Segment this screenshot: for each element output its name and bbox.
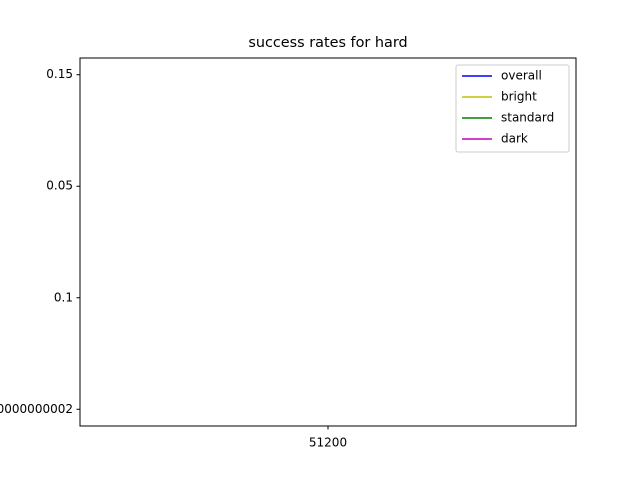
y-tick-label: 0.15	[46, 67, 73, 81]
x-tick-label: 51200	[309, 436, 347, 450]
y-tick-label: 0.05	[46, 179, 73, 193]
legend-label: dark	[501, 132, 528, 146]
legend-label: standard	[501, 111, 554, 125]
legend-label: overall	[501, 69, 542, 83]
legend-box	[455, 64, 570, 153]
legend-label: bright	[501, 90, 537, 104]
y-tick-label: 0.1	[54, 290, 73, 304]
chart-title: success rates for hard	[248, 35, 407, 51]
y-tick-label: 0.15000000000000002	[0, 402, 73, 416]
